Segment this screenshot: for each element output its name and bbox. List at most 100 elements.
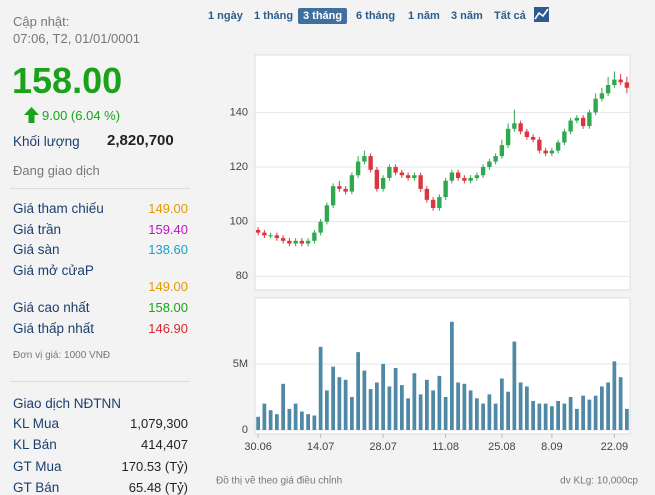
candle-body	[462, 177, 467, 181]
candle-body	[255, 229, 261, 233]
candle-body	[524, 131, 530, 137]
volume-bar	[568, 397, 573, 430]
price-row-label: Giá sàn	[13, 242, 60, 257]
price-row-label: Giá mở cửaP	[13, 263, 94, 278]
candle-body	[262, 232, 267, 236]
volume-bar	[425, 379, 429, 430]
volume-bar	[400, 385, 404, 430]
candle-body	[399, 172, 405, 176]
chart-note: Đồ thị vẽ theo giá điều chỉnh	[216, 475, 342, 487]
foreign-label: KL Mua	[13, 416, 60, 431]
range-button[interactable]: Tất cả	[494, 10, 526, 22]
volume-bar	[306, 414, 310, 430]
price-row-label: Giá tham chiếu	[13, 201, 104, 216]
candle-body	[368, 156, 373, 170]
candle-body	[274, 235, 280, 239]
x-tick-label: 25.08	[488, 441, 516, 453]
x-tick-label: 14.07	[307, 441, 335, 453]
candle-body	[418, 175, 423, 189]
candle-body	[305, 240, 311, 244]
candle-body	[343, 188, 348, 192]
status: Đang giao dịch	[13, 163, 100, 178]
volume-bar	[393, 367, 398, 430]
volume-bar	[343, 379, 348, 430]
candle-body	[499, 145, 505, 157]
candle-body	[468, 177, 473, 181]
volume-bar	[525, 386, 529, 430]
candle-body	[380, 177, 386, 189]
volume-bar	[625, 408, 629, 430]
separator	[10, 188, 190, 189]
volume-bar	[406, 398, 410, 430]
volume-bar	[412, 373, 417, 430]
updated-time: 07:06, T2, 01/01/0001	[13, 31, 140, 46]
volume-bar	[256, 416, 260, 430]
volume-bar	[318, 346, 323, 430]
candle-body	[362, 156, 367, 162]
foreign-label: GT Bán	[13, 480, 60, 495]
volume-bar	[493, 403, 498, 430]
x-tick-label: 22.09	[601, 441, 629, 453]
price-row-value: 149.00	[148, 279, 188, 294]
volume-bar	[462, 383, 467, 430]
x-tick-label: 11.08	[432, 441, 459, 453]
volume-bar	[562, 403, 567, 430]
range-button[interactable]: 1 tháng	[254, 10, 294, 22]
y-tick-label: 80	[236, 270, 248, 282]
candle-body	[505, 128, 511, 146]
volume-bar	[337, 377, 342, 430]
volume-bar	[356, 352, 360, 430]
candle-body	[374, 169, 380, 189]
price-row-label: Giá trần	[13, 222, 62, 237]
range-button[interactable]: 6 tháng	[356, 10, 396, 22]
price-row-label: Giá thấp nhất	[13, 321, 95, 336]
y-tick-label: 120	[230, 161, 248, 173]
volume-bar	[487, 394, 492, 430]
volume-bar	[350, 397, 354, 430]
candle-body	[549, 150, 555, 154]
candle-body	[574, 117, 580, 121]
volume-value: 2,820,700	[107, 132, 174, 149]
range-button[interactable]: 1 ngày	[208, 10, 243, 22]
volume-bar	[550, 406, 554, 430]
volume-label: Khối lượng	[13, 134, 80, 149]
volume-bar	[431, 390, 435, 430]
foreign-title: Giao dịch NĐTNN	[13, 396, 122, 411]
candle-body	[349, 175, 355, 192]
icon-line	[534, 8, 549, 20]
x-tick-label: 28.07	[369, 441, 397, 453]
volume-bar	[387, 386, 392, 430]
volume-bar	[500, 378, 504, 430]
chart-icon[interactable]	[534, 7, 549, 22]
y-tick-label: 0	[242, 424, 248, 436]
volume-bar	[375, 382, 379, 430]
candle-body	[543, 150, 548, 154]
volume-bar	[443, 397, 448, 430]
candle-body	[393, 167, 398, 173]
candle-body	[330, 186, 336, 206]
volume-bar	[512, 341, 517, 430]
candle-body	[337, 186, 342, 189]
candle-body	[612, 79, 617, 86]
candle-body	[512, 123, 517, 129]
volume-bar	[618, 377, 623, 430]
range-button[interactable]: 1 năm	[408, 10, 440, 22]
candle-body	[293, 240, 298, 244]
volume-bar	[612, 361, 617, 430]
x-tick-label: 8.09	[541, 441, 562, 453]
candle-body	[299, 240, 305, 244]
candle-body	[318, 221, 323, 233]
price-row-value: 138.60	[148, 242, 188, 257]
range-button-active[interactable]: 3 tháng	[298, 8, 348, 24]
candle-body	[493, 156, 498, 162]
volume-bar	[362, 370, 367, 430]
candle-body	[487, 161, 492, 168]
candle-body	[312, 232, 317, 241]
foreign-value: 414,407	[141, 437, 188, 452]
candle-body	[605, 85, 611, 94]
updated-label: Cập nhật:	[13, 14, 70, 29]
candle-body	[430, 199, 436, 209]
range-button[interactable]: 3 năm	[451, 10, 483, 22]
volume-bar	[543, 403, 548, 430]
